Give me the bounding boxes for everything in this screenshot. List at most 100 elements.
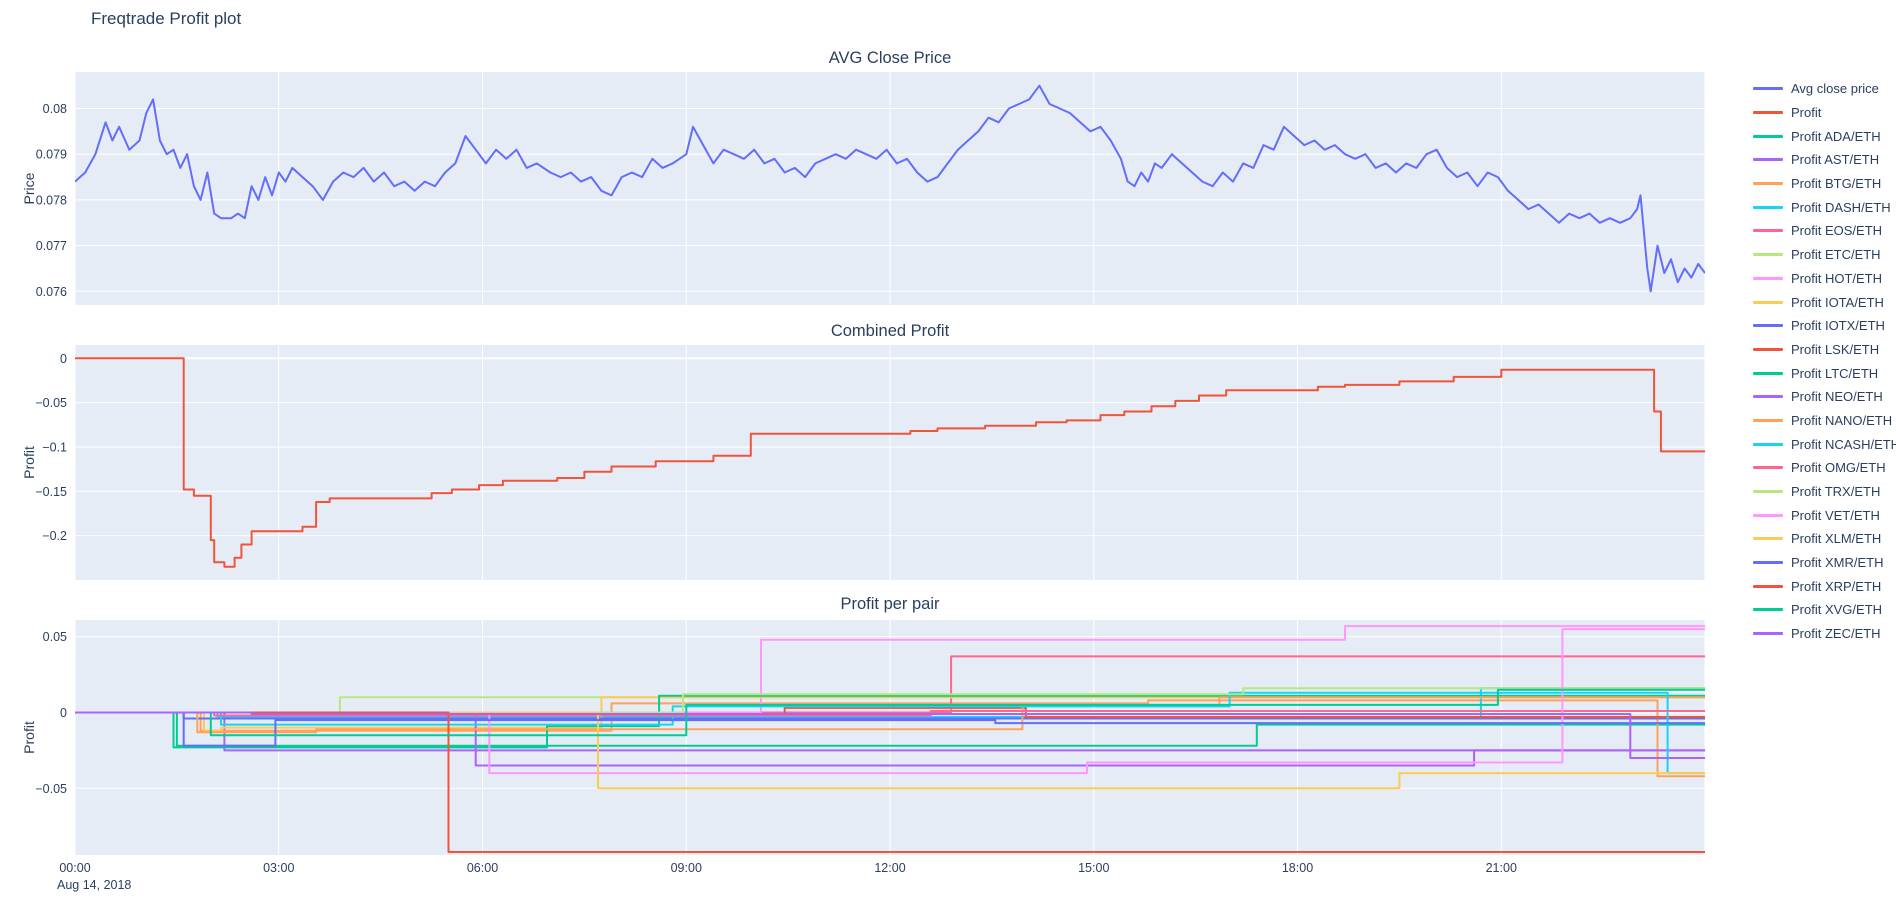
- legend-item-label: Profit ETC/ETH: [1791, 247, 1881, 263]
- legend-item-label: Profit IOTA/ETH: [1791, 294, 1884, 310]
- series-Profit ZEC/ETH[interactable]: [75, 711, 1705, 759]
- y-tick-label: 0.08: [43, 102, 67, 116]
- legend-item-label: Profit EOS/ETH: [1791, 223, 1883, 239]
- legend-item[interactable]: Profit HOT/ETH: [1753, 267, 1896, 291]
- legend-item-label: Profit: [1791, 105, 1822, 121]
- legend-line-swatch: [1753, 347, 1783, 351]
- y-tick-label: 0.05: [43, 630, 67, 644]
- series-Profit LTC/ETH[interactable]: [75, 694, 1705, 749]
- series-Profit NCASH/ETH[interactable]: [75, 691, 1705, 775]
- legend-line-swatch: [1753, 466, 1783, 470]
- legend-line-swatch: [1753, 561, 1783, 565]
- legend-item[interactable]: Profit ZEC/ETH: [1753, 622, 1896, 646]
- x-tick-label: 21:00: [1486, 861, 1517, 875]
- charts-svg[interactable]: 0.076 0.077 0.078 0.079 0.08 AVG Close Price P…: [0, 0, 1750, 900]
- series-Profit[interactable]: [75, 357, 1705, 568]
- legend-item[interactable]: Profit IOTX/ETH: [1753, 314, 1896, 338]
- series-Profit BTG/ETH[interactable]: [75, 699, 1705, 778]
- x-tick-label: 12:00: [874, 861, 905, 875]
- legend-item[interactable]: Profit NEO/ETH: [1753, 385, 1896, 409]
- legend-item[interactable]: Profit AST/ETH: [1753, 148, 1896, 172]
- legend-item[interactable]: Profit OMG/ETH: [1753, 456, 1896, 480]
- legend-line-swatch: [1753, 300, 1783, 304]
- legend-line-swatch: [1753, 276, 1783, 280]
- y-tick-label: 0: [60, 706, 67, 720]
- x-tick-label: 18:00: [1282, 861, 1313, 875]
- legend-item[interactable]: Avg close price: [1753, 77, 1896, 101]
- legend-item[interactable]: Profit ETC/ETH: [1753, 243, 1896, 267]
- legend-item-label: Profit AST/ETH: [1791, 152, 1880, 168]
- series-Profit XMR/ETH[interactable]: [75, 711, 1705, 747]
- series-Profit VET/ETH[interactable]: [75, 628, 1705, 775]
- legend-item[interactable]: Profit: [1753, 101, 1896, 125]
- legend-line-swatch: [1753, 490, 1783, 494]
- series-Profit XLM/ETH[interactable]: [75, 711, 1705, 790]
- legend-item-label: Profit NCASH/ETH: [1791, 436, 1896, 452]
- legend-line-swatch: [1753, 608, 1783, 612]
- subplot-title: Combined Profit: [831, 322, 950, 340]
- series-Profit IOTA/ETH[interactable]: [75, 696, 1705, 732]
- legend-line-swatch: [1753, 584, 1783, 588]
- series-Profit XVG/ETH[interactable]: [75, 688, 1705, 737]
- legend-item-label: Profit XLM/ETH: [1791, 531, 1882, 547]
- legend-item-label: Profit DASH/ETH: [1791, 199, 1891, 215]
- series-Avg close price[interactable]: [75, 84, 1705, 293]
- legend-item[interactable]: Profit XLM/ETH: [1753, 527, 1896, 551]
- x-tick-label: 09:00: [671, 861, 702, 875]
- legend-line-swatch: [1753, 158, 1783, 162]
- legend-item[interactable]: Profit XVG/ETH: [1753, 598, 1896, 622]
- legend-item[interactable]: Profit TRX/ETH: [1753, 480, 1896, 504]
- x-axis-date-label: Aug 14, 2018: [57, 878, 131, 892]
- page-title: Freqtrade Profit plot: [91, 9, 242, 28]
- legend-line-swatch: [1753, 324, 1783, 328]
- legend-item-label: Profit ADA/ETH: [1791, 128, 1881, 144]
- series-Profit NANO/ETH[interactable]: [75, 696, 1705, 734]
- legend-item[interactable]: Profit ADA/ETH: [1753, 124, 1896, 148]
- legend-item-label: Profit XRP/ETH: [1791, 578, 1882, 594]
- y-tick-label: 0.076: [36, 285, 67, 299]
- y-tick-label: −0.05: [35, 396, 67, 410]
- legend-item-label: Profit IOTX/ETH: [1791, 318, 1885, 334]
- legend-line-swatch: [1753, 205, 1783, 209]
- legend-item[interactable]: Profit DASH/ETH: [1753, 195, 1896, 219]
- legend-item[interactable]: Profit VET/ETH: [1753, 503, 1896, 527]
- y-tick-label: 0.077: [36, 239, 67, 253]
- y-axis-label: Price: [21, 172, 37, 204]
- legend-line-swatch: [1753, 513, 1783, 517]
- legend-item-label: Profit NANO/ETH: [1791, 412, 1893, 428]
- legend-item[interactable]: Profit LTC/ETH: [1753, 361, 1896, 385]
- legend-line-swatch: [1753, 87, 1783, 91]
- y-tick-label: 0.079: [36, 148, 67, 162]
- legend-line-swatch: [1753, 537, 1783, 541]
- y-tick-label: −0.2: [42, 529, 67, 543]
- legend-item[interactable]: Profit EOS/ETH: [1753, 219, 1896, 243]
- legend-line-swatch: [1753, 632, 1783, 636]
- legend-line-swatch: [1753, 418, 1783, 422]
- legend-item[interactable]: Profit NCASH/ETH: [1753, 432, 1896, 456]
- legend-item[interactable]: Profit NANO/ETH: [1753, 409, 1896, 433]
- legend-item-label: Profit XMR/ETH: [1791, 555, 1884, 571]
- subplot-title: AVG Close Price: [829, 49, 952, 67]
- legend-item[interactable]: Profit XRP/ETH: [1753, 574, 1896, 598]
- legend-item[interactable]: Profit LSK/ETH: [1753, 338, 1896, 362]
- series-Profit XRP/ETH[interactable]: [75, 711, 1705, 853]
- legend-line-swatch: [1753, 182, 1783, 186]
- legend-item-label: Profit TRX/ETH: [1791, 484, 1881, 500]
- x-tick-label: 15:00: [1078, 861, 1109, 875]
- legend-item-label: Profit ZEC/ETH: [1791, 626, 1881, 642]
- legend-item-label: Profit XVG/ETH: [1791, 602, 1883, 618]
- y-tick-label: −0.05: [35, 782, 67, 796]
- legend-item-label: Profit HOT/ETH: [1791, 270, 1883, 286]
- legend-line-swatch: [1753, 395, 1783, 399]
- legend-item-label: Profit BTG/ETH: [1791, 176, 1882, 192]
- legend-line-swatch: [1753, 442, 1783, 446]
- legend-item[interactable]: Profit XMR/ETH: [1753, 551, 1896, 575]
- legend-item-label: Avg close price: [1791, 81, 1879, 97]
- legend-item[interactable]: Profit BTG/ETH: [1753, 172, 1896, 196]
- legend-line-swatch: [1753, 371, 1783, 375]
- y-axis-label: Profit: [21, 446, 37, 479]
- legend-line-swatch: [1753, 134, 1783, 138]
- x-tick-label: 03:00: [263, 861, 294, 875]
- legend-item[interactable]: Profit IOTA/ETH: [1753, 290, 1896, 314]
